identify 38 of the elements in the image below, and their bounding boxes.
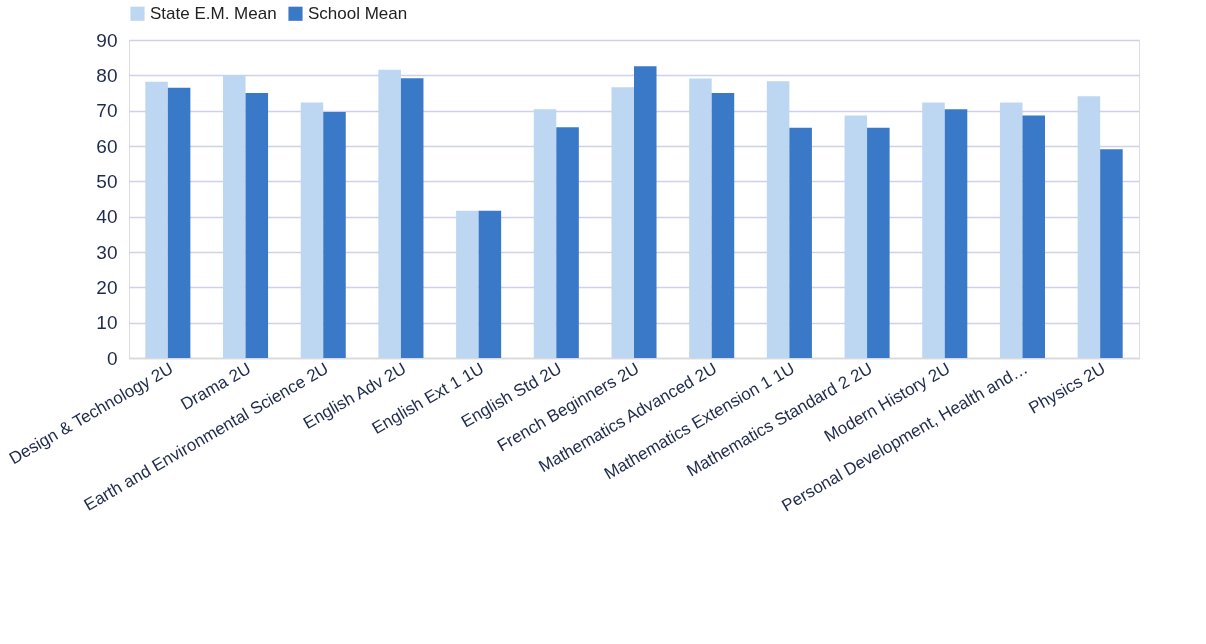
bar: [766, 81, 790, 358]
y-tick-label: 50: [96, 170, 118, 192]
y-tick-label: 40: [96, 206, 118, 228]
bar: [456, 210, 479, 358]
bar: [323, 112, 346, 358]
legend-label: School Mean: [308, 3, 408, 23]
y-tick-label: 90: [96, 29, 118, 51]
bar: [867, 127, 890, 358]
bar: [634, 66, 657, 358]
bar: [922, 102, 945, 358]
y-tick-label: 60: [96, 135, 118, 157]
y-tick-label: 0: [106, 347, 118, 369]
bar: [533, 109, 557, 358]
bar: [789, 127, 812, 358]
bar: [556, 127, 579, 358]
y-tick-label: 20: [96, 276, 118, 298]
bar: [711, 93, 735, 358]
bar: [1077, 96, 1101, 358]
bar: [1022, 115, 1045, 358]
bar: [300, 102, 324, 358]
bar: [223, 75, 246, 358]
bar: [145, 81, 168, 358]
bar: [999, 102, 1023, 358]
legend-label: State E.M. Mean: [150, 3, 277, 23]
bar: [378, 69, 401, 358]
y-tick-label: 70: [96, 100, 118, 122]
bar: [689, 78, 712, 358]
bar: [245, 93, 269, 358]
y-tick-label: 10: [96, 312, 118, 334]
bar: [400, 78, 424, 358]
bar: [944, 109, 968, 358]
bar: [167, 87, 191, 358]
bar: [611, 87, 634, 358]
bar: [1100, 149, 1123, 358]
bar: [478, 210, 502, 358]
bar: [844, 115, 868, 358]
y-tick-label: 30: [96, 241, 118, 263]
y-tick-label: 80: [96, 64, 118, 86]
